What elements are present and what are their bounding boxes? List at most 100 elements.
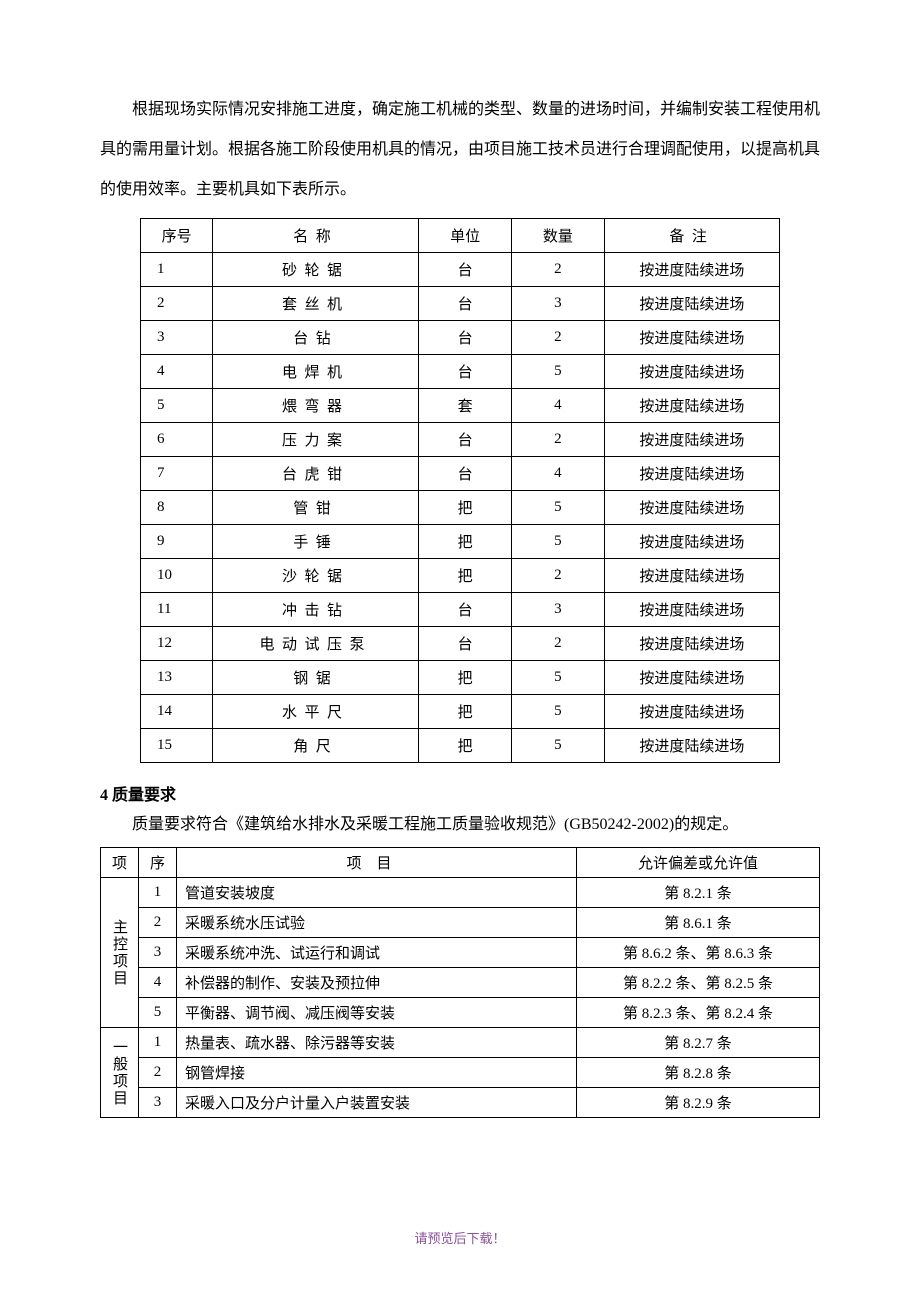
cell-unit: 把 bbox=[419, 559, 512, 593]
cell-seq: 15 bbox=[141, 729, 213, 763]
cell-seq: 1 bbox=[141, 253, 213, 287]
cell-name: 管钳 bbox=[213, 491, 419, 525]
cell-note: 按进度陆续进场 bbox=[604, 491, 779, 525]
cell-note: 按进度陆续进场 bbox=[604, 321, 779, 355]
cell-seq: 14 bbox=[141, 695, 213, 729]
header2-item: 项目 bbox=[177, 848, 577, 878]
cell-val: 第 8.2.1 条 bbox=[577, 878, 820, 908]
table-row: 13钢锯把5按进度陆续进场 bbox=[141, 661, 780, 695]
header-qty: 数量 bbox=[512, 219, 605, 253]
cell-qty: 2 bbox=[512, 253, 605, 287]
cell-unit: 把 bbox=[419, 525, 512, 559]
cell-unit: 把 bbox=[419, 695, 512, 729]
cell-name: 沙轮锯 bbox=[213, 559, 419, 593]
cell-val: 第 8.2.3 条、第 8.2.4 条 bbox=[577, 998, 820, 1028]
section-heading-quality: 4 质量要求 bbox=[100, 781, 820, 805]
header2-cat: 项 bbox=[101, 848, 139, 878]
cell-seq: 2 bbox=[141, 287, 213, 321]
cell-qty: 5 bbox=[512, 661, 605, 695]
header-name: 名称 bbox=[213, 219, 419, 253]
table-row: 2钢管焊接第 8.2.8 条 bbox=[101, 1058, 820, 1088]
header-seq: 序号 bbox=[141, 219, 213, 253]
equipment-table: 序号 名称 单位 数量 备注 1砂轮锯台2按进度陆续进场2套丝机台3按进度陆续进… bbox=[140, 218, 780, 763]
table-row: 5煨弯器套4按进度陆续进场 bbox=[141, 389, 780, 423]
cell-note: 按进度陆续进场 bbox=[604, 559, 779, 593]
cell-note: 按进度陆续进场 bbox=[604, 389, 779, 423]
header2-val: 允许偏差或允许值 bbox=[577, 848, 820, 878]
cell-name: 电焊机 bbox=[213, 355, 419, 389]
cell-qty: 4 bbox=[512, 457, 605, 491]
quality-table: 项 序 项目 允许偏差或允许值 主控项目1管道安装坡度第 8.2.1 条2采暖系… bbox=[100, 847, 820, 1118]
footer-text: 请预览后下载！ bbox=[100, 1228, 820, 1247]
cell-seq: 11 bbox=[141, 593, 213, 627]
cell-name: 电动试压泵 bbox=[213, 627, 419, 661]
cell-category: 一般项目 bbox=[101, 1028, 139, 1118]
cell-qty: 5 bbox=[512, 729, 605, 763]
cell-note: 按进度陆续进场 bbox=[604, 457, 779, 491]
table-row: 主控项目1管道安装坡度第 8.2.1 条 bbox=[101, 878, 820, 908]
cell-note: 按进度陆续进场 bbox=[604, 525, 779, 559]
cell-qty: 5 bbox=[512, 355, 605, 389]
cell-name: 水平尺 bbox=[213, 695, 419, 729]
cell-val: 第 8.6.2 条、第 8.6.3 条 bbox=[577, 938, 820, 968]
cell-val: 第 8.2.9 条 bbox=[577, 1088, 820, 1118]
cell-note: 按进度陆续进场 bbox=[604, 695, 779, 729]
cell-item: 管道安装坡度 bbox=[177, 878, 577, 908]
cell-item: 补偿器的制作、安装及预拉伸 bbox=[177, 968, 577, 998]
cell-name: 手锤 bbox=[213, 525, 419, 559]
header-note: 备注 bbox=[604, 219, 779, 253]
cell-note: 按进度陆续进场 bbox=[604, 253, 779, 287]
cell-val: 第 8.2.2 条、第 8.2.5 条 bbox=[577, 968, 820, 998]
cell-seq: 4 bbox=[139, 968, 177, 998]
table-row: 3采暖系统冲洗、试运行和调试第 8.6.2 条、第 8.6.3 条 bbox=[101, 938, 820, 968]
cell-seq: 3 bbox=[141, 321, 213, 355]
cell-seq: 9 bbox=[141, 525, 213, 559]
cell-unit: 台 bbox=[419, 627, 512, 661]
cell-unit: 台 bbox=[419, 593, 512, 627]
table2-header-row: 项 序 项目 允许偏差或允许值 bbox=[101, 848, 820, 878]
table-row: 12电动试压泵台2按进度陆续进场 bbox=[141, 627, 780, 661]
cell-unit: 台 bbox=[419, 355, 512, 389]
cell-seq: 2 bbox=[139, 1058, 177, 1088]
cell-unit: 套 bbox=[419, 389, 512, 423]
cell-unit: 台 bbox=[419, 321, 512, 355]
cell-note: 按进度陆续进场 bbox=[604, 287, 779, 321]
cell-seq: 2 bbox=[139, 908, 177, 938]
cell-unit: 把 bbox=[419, 491, 512, 525]
cell-item: 采暖系统冲洗、试运行和调试 bbox=[177, 938, 577, 968]
table-row: 5平衡器、调节阀、减压阀等安装第 8.2.3 条、第 8.2.4 条 bbox=[101, 998, 820, 1028]
cell-name: 钢锯 bbox=[213, 661, 419, 695]
cell-item: 钢管焊接 bbox=[177, 1058, 577, 1088]
cell-unit: 把 bbox=[419, 729, 512, 763]
cell-qty: 5 bbox=[512, 491, 605, 525]
table-row: 3采暖入口及分户计量入户装置安装第 8.2.9 条 bbox=[101, 1088, 820, 1118]
cell-unit: 把 bbox=[419, 661, 512, 695]
cell-note: 按进度陆续进场 bbox=[604, 355, 779, 389]
cell-note: 按进度陆续进场 bbox=[604, 661, 779, 695]
cell-note: 按进度陆续进场 bbox=[604, 423, 779, 457]
table-row: 4补偿器的制作、安装及预拉伸第 8.2.2 条、第 8.2.5 条 bbox=[101, 968, 820, 998]
table-row: 2套丝机台3按进度陆续进场 bbox=[141, 287, 780, 321]
cell-val: 第 8.2.8 条 bbox=[577, 1058, 820, 1088]
cell-val: 第 8.6.1 条 bbox=[577, 908, 820, 938]
cell-name: 套丝机 bbox=[213, 287, 419, 321]
table-row: 10沙轮锯把2按进度陆续进场 bbox=[141, 559, 780, 593]
table-row: 8管钳把5按进度陆续进场 bbox=[141, 491, 780, 525]
table-row: 14水平尺把5按进度陆续进场 bbox=[141, 695, 780, 729]
cell-qty: 2 bbox=[512, 559, 605, 593]
cell-unit: 台 bbox=[419, 423, 512, 457]
cell-seq: 12 bbox=[141, 627, 213, 661]
cell-note: 按进度陆续进场 bbox=[604, 627, 779, 661]
cell-seq: 5 bbox=[141, 389, 213, 423]
cell-unit: 台 bbox=[419, 287, 512, 321]
cell-qty: 3 bbox=[512, 593, 605, 627]
cell-name: 台虎钳 bbox=[213, 457, 419, 491]
cell-name: 砂轮锯 bbox=[213, 253, 419, 287]
table-row: 3台钻台2按进度陆续进场 bbox=[141, 321, 780, 355]
quality-intro: 质量要求符合《建筑给水排水及采暖工程施工质量验收规范》(GB50242-2002… bbox=[100, 809, 820, 841]
cell-seq: 10 bbox=[141, 559, 213, 593]
cell-name: 台钻 bbox=[213, 321, 419, 355]
cell-name: 煨弯器 bbox=[213, 389, 419, 423]
cell-seq: 1 bbox=[139, 1028, 177, 1058]
cell-seq: 8 bbox=[141, 491, 213, 525]
